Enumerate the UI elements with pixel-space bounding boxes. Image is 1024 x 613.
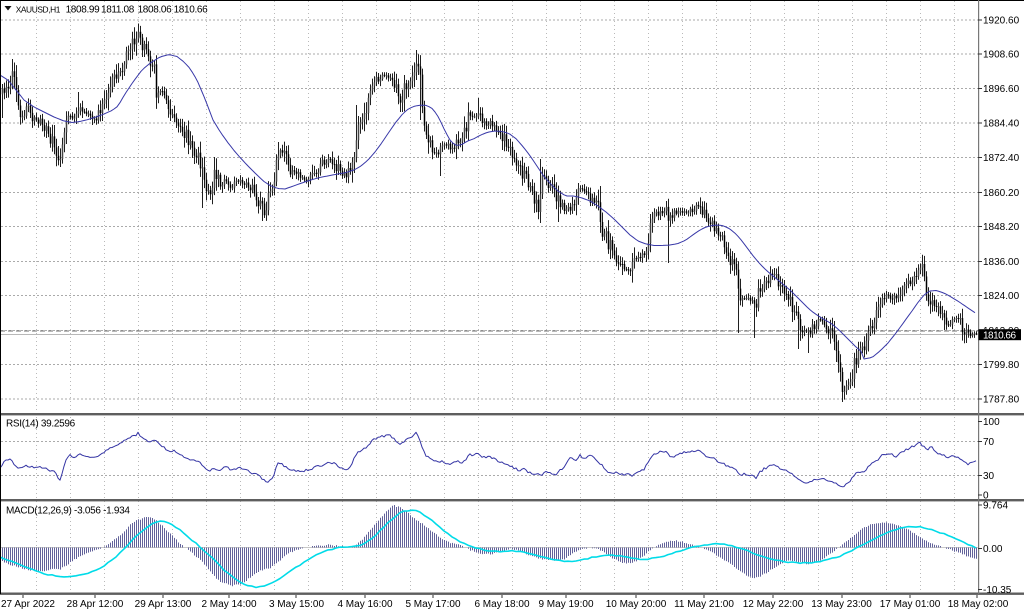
svg-text:11 May 21:00: 11 May 21:00 [674,599,734,610]
svg-text:1860.20: 1860.20 [983,188,1020,199]
svg-text:1808.06: 1808.06 [138,5,172,16]
svg-text:2 May 14:00: 2 May 14:00 [201,599,256,610]
svg-text:1896.60: 1896.60 [983,84,1020,95]
svg-text:-10.35: -10.35 [983,585,1012,596]
svg-text:MACD(12,26,9) -3.056 -1.934: MACD(12,26,9) -3.056 -1.934 [6,506,130,517]
svg-text:29 Apr 13:00: 29 Apr 13:00 [135,599,192,610]
svg-text:6 May 18:00: 6 May 18:00 [474,599,529,610]
svg-text:30: 30 [983,471,995,482]
svg-text:1836.00: 1836.00 [983,257,1020,268]
svg-text:10 May 20:00: 10 May 20:00 [606,599,667,610]
svg-text:1808.99: 1808.99 [66,5,100,16]
svg-text:9 May 19:00: 9 May 19:00 [538,599,593,610]
svg-text:1799.80: 1799.80 [983,360,1020,371]
svg-text:1908.60: 1908.60 [983,50,1020,61]
svg-text:13 May 23:00: 13 May 23:00 [811,599,872,610]
svg-text:1810.66: 1810.66 [174,5,208,16]
svg-text:28 Apr 12:00: 28 Apr 12:00 [67,599,124,610]
svg-text:3 May 15:00: 3 May 15:00 [269,599,324,610]
svg-text:1787.80: 1787.80 [983,395,1020,406]
svg-text:1884.40: 1884.40 [983,119,1020,130]
svg-text:RSI(14) 39.2596: RSI(14) 39.2596 [6,419,76,430]
svg-text:1811.08: 1811.08 [101,5,135,16]
svg-text:0.00: 0.00 [983,544,1003,555]
svg-text:1920.60: 1920.60 [983,15,1020,26]
svg-text:17 May 01:00: 17 May 01:00 [880,599,941,610]
svg-text:1810.66: 1810.66 [983,330,1016,341]
svg-text:18 May 02:00: 18 May 02:00 [948,599,1009,610]
svg-text:12 May 22:00: 12 May 22:00 [743,599,804,610]
svg-text:5 May 17:00: 5 May 17:00 [405,599,460,610]
svg-text:1824.00: 1824.00 [983,291,1020,302]
svg-text:70: 70 [983,437,995,448]
svg-text:1872.40: 1872.40 [983,153,1020,164]
svg-text:1848.20: 1848.20 [983,222,1020,233]
svg-text:4 May 16:00: 4 May 16:00 [337,599,392,610]
svg-text:XAUUSD,H1: XAUUSD,H1 [16,5,61,15]
svg-text:27 Apr 2022: 27 Apr 2022 [1,599,55,610]
svg-text:100: 100 [983,417,1000,428]
svg-text:9.764: 9.764 [983,501,1008,512]
svg-text:0: 0 [983,491,989,502]
